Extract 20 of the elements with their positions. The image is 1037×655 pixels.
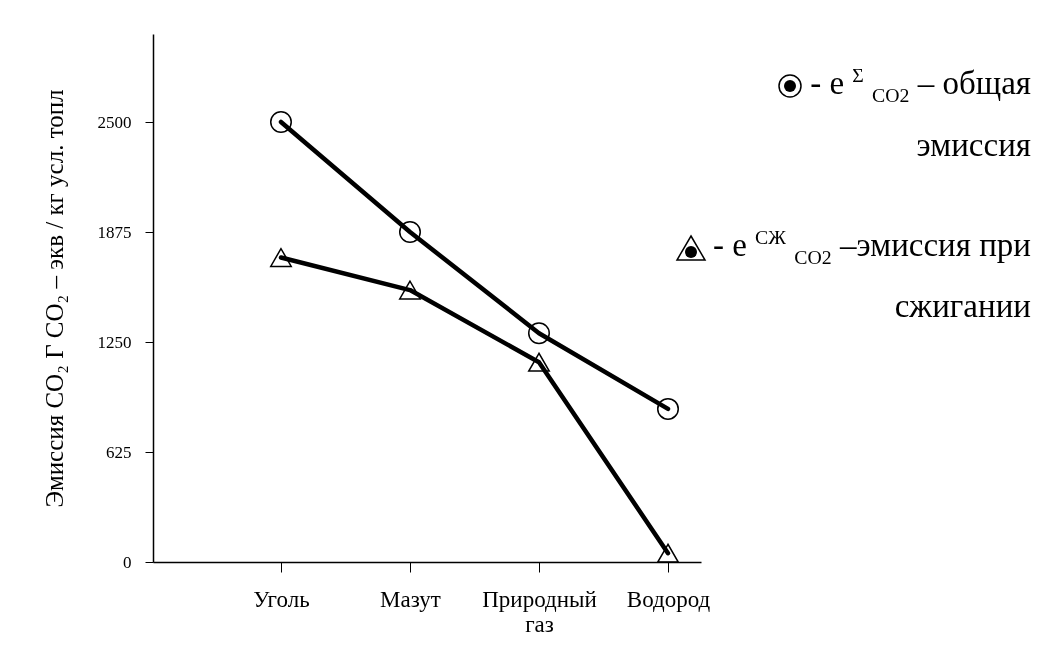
point [657, 543, 679, 563]
x-tick-label: Водород [626, 586, 711, 612]
legend-label: - e $^{СЖ}$ $_{CO2}$ –эмиссия при сжигании [712, 225, 1031, 325]
y-tick-label: 2500 [97, 112, 132, 132]
y-tick-label: 1250 [97, 332, 132, 352]
x-tick-label: Природный газ [482, 586, 597, 637]
y-tick-label: 1875 [97, 222, 132, 242]
point [528, 352, 550, 372]
point [399, 221, 421, 243]
point [399, 280, 421, 300]
point [269, 247, 292, 268]
y-axis-title: Эмиссия CO₂ Г CO₂ – экв / кг усл. топл [40, 89, 68, 508]
point [528, 322, 550, 345]
point [269, 111, 292, 133]
y-tick-label: 625 [106, 442, 132, 462]
point [657, 397, 679, 420]
x-tick-label: Уголь [253, 586, 310, 612]
x-tick-label: Мазут [380, 586, 441, 612]
y-tick-label: 0 [123, 552, 132, 572]
legend-label: - e $^{Σ}$ $_{CO2}$ – общая эмиссия [810, 64, 1031, 163]
